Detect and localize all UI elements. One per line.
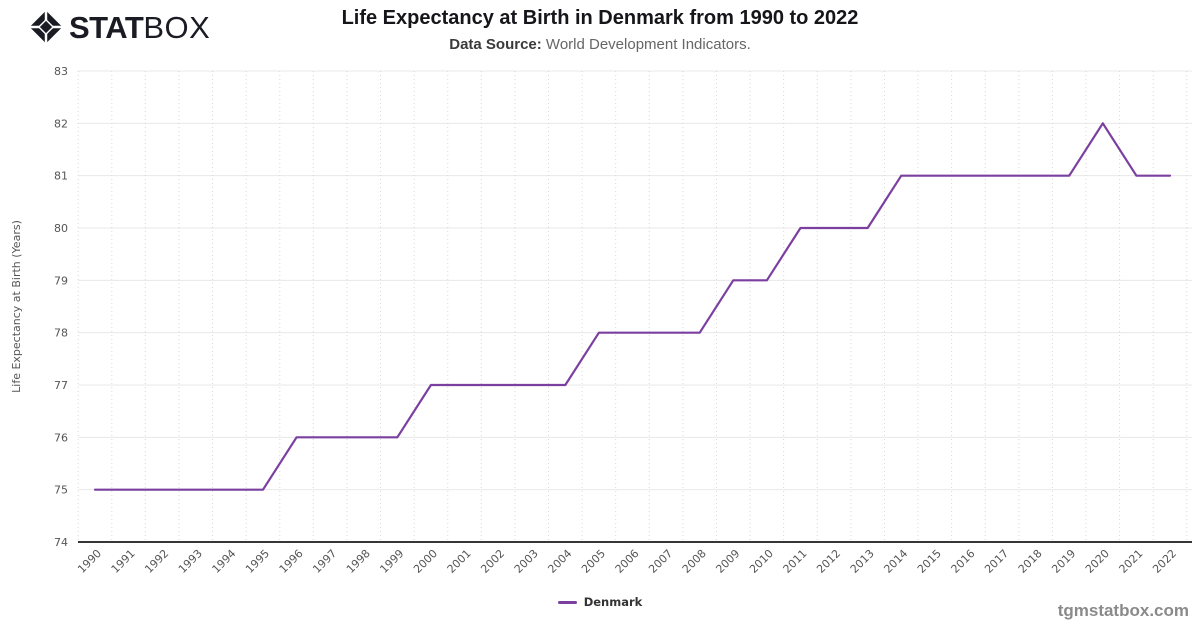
y-tick-label: 75: [54, 484, 68, 497]
x-tick-label: 2014: [881, 547, 910, 576]
x-tick-label: 2021: [1117, 547, 1146, 576]
chart-title: Life Expectancy at Birth in Denmark from…: [341, 7, 859, 29]
statbox-logo: STATBOX: [28, 9, 210, 45]
title-block: Life Expectancy at Birth in Denmark from…: [0, 7, 1200, 53]
x-tick-label: 2017: [982, 547, 1011, 576]
x-tick-label: 2013: [848, 547, 877, 576]
x-tick-label: 1996: [277, 547, 306, 576]
y-tick-label: 76: [54, 431, 68, 444]
y-tick-label: 74: [54, 536, 68, 549]
watermark-link[interactable]: tgmstatbox.com: [1057, 601, 1189, 620]
x-tick-label: 1990: [75, 547, 104, 576]
x-tick-label: 1994: [210, 547, 239, 576]
chart-subtitle: Data Source: World Development Indicator…: [0, 36, 1200, 53]
x-tick-label: 2020: [1083, 547, 1112, 576]
y-tick-label: 78: [54, 327, 68, 340]
x-tick-label: 2012: [814, 547, 843, 576]
x-tick-label: 2000: [411, 547, 440, 576]
x-tick-label: 2010: [747, 547, 776, 576]
x-tick-label: 2018: [1016, 547, 1045, 576]
y-tick-label: 81: [54, 170, 68, 183]
x-tick-label: 2019: [1049, 547, 1078, 576]
y-tick-label: 82: [54, 117, 68, 130]
x-tick-label: 2003: [512, 547, 541, 576]
legend: Denmark: [0, 595, 1200, 609]
data-source-value: World Development Indicators.: [541, 36, 751, 53]
statbox-diamond-icon: [28, 9, 64, 45]
x-tick-label: 2006: [613, 547, 642, 576]
x-tick-label: 1998: [344, 547, 373, 576]
denmark-series-line: [93, 122, 1172, 491]
x-tick-label: 2005: [579, 547, 608, 576]
x-tick-label: 1992: [142, 547, 171, 576]
x-tick-label: 2009: [713, 547, 742, 576]
legend-swatch-denmark: [557, 600, 577, 604]
y-tick-label: 79: [54, 274, 68, 287]
y-tick-label: 80: [54, 222, 68, 235]
x-tick-label: 1993: [176, 547, 205, 576]
x-tick-label: 2007: [646, 547, 675, 576]
x-tick-label: 2015: [915, 547, 944, 576]
x-tick-label: 2011: [781, 547, 810, 576]
logo-text-box: BOX: [143, 9, 211, 45]
x-tick-label: 2004: [545, 547, 574, 576]
x-tick-label: 2016: [949, 547, 978, 576]
x-tick-label: 1997: [310, 547, 339, 576]
y-tick-label: 77: [54, 379, 68, 392]
x-tick-label: 2002: [478, 547, 507, 576]
x-tick-label: 2008: [680, 547, 709, 576]
data-source-label: Data Source:: [449, 36, 542, 53]
x-tick-label: 2022: [1150, 547, 1179, 576]
y-tick-label: 83: [54, 65, 68, 78]
y-axis-title: Life Expectancy at Birth (Years): [10, 220, 23, 393]
x-tick-label: 2001: [445, 547, 474, 576]
x-tick-label: 1999: [377, 547, 406, 576]
x-tick-label: 1991: [109, 547, 138, 576]
logo-text-stat: STAT: [69, 9, 144, 45]
logo-wordmark: STATBOX: [69, 12, 210, 43]
x-tick-label: 1995: [243, 547, 272, 576]
legend-label-denmark: Denmark: [583, 595, 643, 609]
